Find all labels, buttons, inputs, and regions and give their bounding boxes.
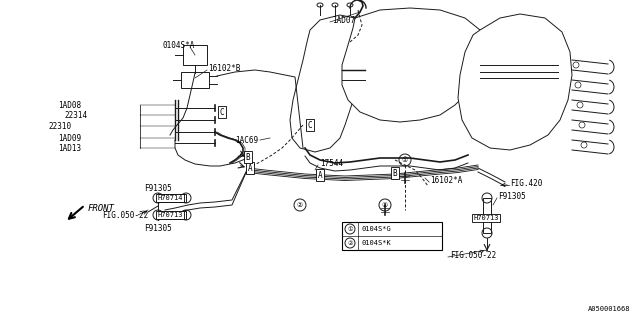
Text: C: C: [308, 121, 312, 130]
Text: FIG.420: FIG.420: [510, 179, 542, 188]
Text: FIG.050-22: FIG.050-22: [450, 251, 496, 260]
Text: 1AC69: 1AC69: [235, 135, 258, 145]
Text: B: B: [393, 169, 397, 178]
Text: FRONT: FRONT: [88, 204, 115, 212]
Polygon shape: [458, 14, 572, 150]
Text: H70713: H70713: [473, 215, 499, 221]
Bar: [483, 198, 491, 233]
Text: F91305: F91305: [498, 191, 525, 201]
Polygon shape: [290, 15, 368, 152]
Text: F91305: F91305: [144, 183, 172, 193]
Text: H70713: H70713: [157, 212, 183, 218]
Text: F91305: F91305: [144, 223, 172, 233]
Text: 1AD07: 1AD07: [332, 15, 355, 25]
Text: B: B: [246, 153, 250, 162]
Text: ②: ②: [347, 241, 353, 245]
Text: 17544: 17544: [320, 158, 343, 167]
Bar: [183, 45, 207, 65]
Text: ①: ①: [402, 157, 408, 163]
Bar: [342, 222, 442, 250]
Text: 22314: 22314: [64, 110, 87, 119]
Text: A: A: [317, 171, 323, 180]
Text: ②: ②: [382, 202, 388, 208]
Text: 16102*B: 16102*B: [208, 63, 241, 73]
Text: A: A: [248, 164, 252, 172]
Text: A050001668: A050001668: [588, 306, 630, 312]
Text: 1AD13: 1AD13: [58, 143, 81, 153]
Text: C: C: [220, 108, 224, 116]
Text: 0104S*K: 0104S*K: [361, 240, 391, 246]
Bar: [158, 194, 186, 202]
Text: ②: ②: [297, 202, 303, 208]
Text: ①: ①: [347, 227, 353, 231]
Bar: [158, 211, 186, 219]
Text: 1AD08: 1AD08: [58, 100, 81, 109]
Text: H70714: H70714: [157, 195, 183, 201]
Text: 0104S*G: 0104S*G: [361, 226, 391, 232]
Text: 22310: 22310: [48, 122, 71, 131]
Text: 16102*A: 16102*A: [430, 175, 462, 185]
Text: FIG.050-22: FIG.050-22: [102, 211, 148, 220]
Polygon shape: [342, 8, 485, 122]
Text: 1AD09: 1AD09: [58, 133, 81, 142]
Text: 0104S*A: 0104S*A: [162, 41, 195, 50]
Bar: [181, 72, 209, 88]
